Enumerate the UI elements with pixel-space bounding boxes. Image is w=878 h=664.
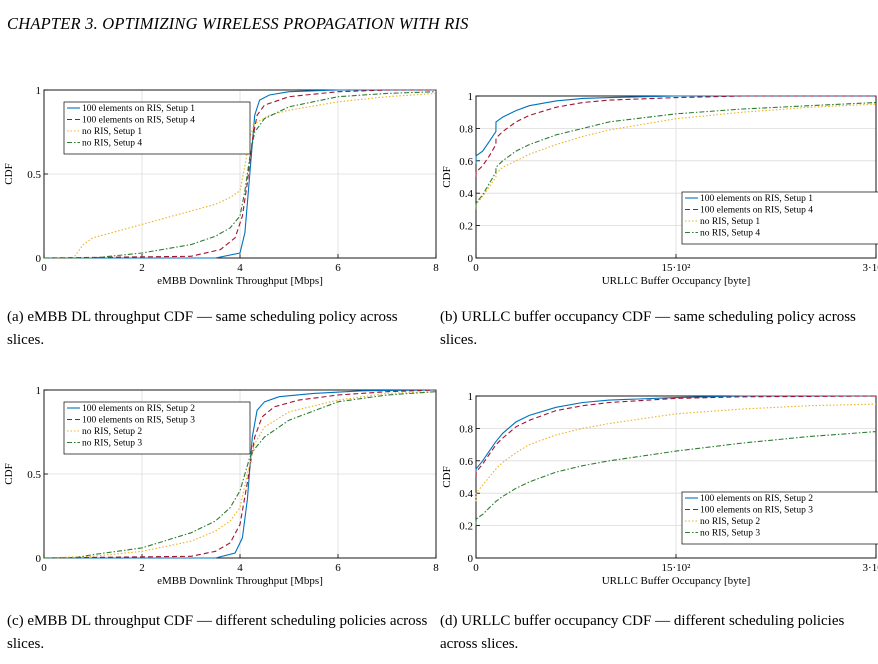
x-tick-label: 8 bbox=[433, 262, 439, 274]
legend-entry: 100 elements on RIS, Setup 1 bbox=[700, 194, 813, 204]
chart-a-svg: 0 2 4 6 8 0 0.5 1 eMBB Downlink Throughput [Mbps… bbox=[3, 85, 439, 287]
x-axis-label: eMBB Downlink Throughput [Mbps] bbox=[157, 275, 323, 287]
x-tick-label: 3·10³ bbox=[863, 262, 878, 274]
legend-entry: no RIS, Setup 3 bbox=[82, 439, 142, 449]
series-line-4 bbox=[44, 91, 437, 259]
y-tick-label: 0.6 bbox=[459, 456, 473, 468]
figure-panel-b: 0 15·10² 3·10³ 0 0.2 0.4 0.6 0.8 1 URLLC Buffer O… bbox=[438, 80, 878, 294]
y-axis-label: CDF bbox=[3, 463, 15, 484]
legend-entry: no RIS, Setup 2 bbox=[700, 517, 760, 527]
legend-entry: 100 elements on RIS, Setup 2 bbox=[82, 404, 195, 414]
figure-panel-d: 0 15·10² 3·10³ 0 0.2 0.4 0.6 0.8 1 URLLC Buffer O… bbox=[438, 380, 878, 594]
x-tick-label: 6 bbox=[335, 262, 341, 274]
legend-entry: 100 elements on RIS, Setup 4 bbox=[82, 116, 195, 126]
legend-entry: 100 elements on RIS, Setup 4 bbox=[700, 206, 813, 216]
series-line-3 bbox=[475, 403, 877, 502]
x-tick-label: 8 bbox=[433, 562, 439, 574]
caption-b: (b) URLLC buffer occupancy CDF — same sc… bbox=[440, 309, 856, 348]
y-axis-label: CDF bbox=[441, 166, 453, 187]
series-line-4 bbox=[475, 101, 877, 210]
legend-box bbox=[63, 101, 251, 155]
y-axis-label: CDF bbox=[441, 466, 453, 487]
y-tick-label: 0.5 bbox=[27, 469, 41, 481]
figure-panel-c: 0 2 4 6 8 0 0.5 1 eMBB Downlink Throughput [Mbps… bbox=[0, 380, 440, 594]
chart-b-svg: 0 15·10² 3·10³ 0 0.2 0.4 0.6 0.8 1 URLLC Buffer O… bbox=[441, 91, 878, 287]
y-tick-label: 0.4 bbox=[459, 488, 473, 500]
legend-entry: 100 elements on RIS, Setup 3 bbox=[82, 416, 195, 426]
x-axis-label: URLLC Buffer Occupancy [byte] bbox=[602, 275, 751, 287]
x-axis-label: URLLC Buffer Occupancy [byte] bbox=[602, 575, 751, 587]
series-line-2 bbox=[43, 89, 436, 259]
legend-entry: no RIS, Setup 2 bbox=[82, 427, 142, 437]
caption-c: (c) eMBB DL throughput CDF — different s… bbox=[7, 613, 428, 652]
series-line-2 bbox=[475, 95, 876, 178]
series-line-4 bbox=[475, 431, 877, 526]
y-axis-label: CDF bbox=[3, 163, 15, 184]
legend-entry: no RIS, Setup 4 bbox=[700, 229, 760, 239]
y-tick-label: 1 bbox=[36, 385, 42, 397]
series-line-1 bbox=[475, 95, 876, 165]
legend-entry: no RIS, Setup 4 bbox=[82, 139, 142, 149]
x-tick-label: 3·10³ bbox=[863, 562, 878, 574]
caption-a: (a) eMBB DL throughput CDF — same schedu… bbox=[7, 309, 398, 348]
x-tick-label: 15·10² bbox=[662, 562, 692, 574]
chart-c-svg: 0 2 4 6 8 0 0.5 1 eMBB Downlink Throughput [Mbps… bbox=[3, 385, 439, 587]
series-line-1 bbox=[44, 389, 437, 559]
legend-entry: 100 elements on RIS, Setup 2 bbox=[700, 494, 813, 504]
x-tick-label: 2 bbox=[139, 262, 145, 274]
chart-d-svg: 0 15·10² 3·10³ 0 0.2 0.4 0.6 0.8 1 URLLC Buffer O… bbox=[441, 391, 878, 587]
series-line-3 bbox=[43, 391, 437, 559]
x-tick-label: 2 bbox=[139, 562, 145, 574]
y-tick-label: 0.8 bbox=[459, 123, 473, 135]
y-tick-label: 0 bbox=[468, 253, 474, 265]
series-line-2 bbox=[475, 395, 877, 478]
x-axis-label: eMBB Downlink Throughput [Mbps] bbox=[157, 575, 323, 587]
y-tick-label: 1 bbox=[468, 391, 474, 403]
legend-entry: 100 elements on RIS, Setup 1 bbox=[82, 104, 195, 114]
x-tick-label: 15·10² bbox=[662, 262, 692, 274]
legend-entry: no RIS, Setup 1 bbox=[700, 217, 760, 227]
series-line-1 bbox=[475, 395, 876, 478]
x-tick-label: 0 bbox=[473, 562, 479, 574]
series-line-3 bbox=[44, 92, 437, 259]
y-tick-label: 0.2 bbox=[459, 221, 473, 233]
x-tick-label: 0 bbox=[473, 262, 479, 274]
series-line-1 bbox=[44, 89, 436, 259]
series-line-3 bbox=[475, 103, 877, 210]
caption-d: (d) URLLC buffer occupancy CDF — differe… bbox=[440, 613, 845, 652]
y-tick-label: 0 bbox=[468, 553, 474, 565]
figure-panel-a: 0 2 4 6 8 0 0.5 1 eMBB Downlink Throughput [Mbps… bbox=[0, 80, 440, 294]
legend-box bbox=[681, 191, 878, 245]
y-tick-label: 1 bbox=[468, 91, 474, 103]
y-tick-label: 0.5 bbox=[27, 169, 41, 181]
y-tick-label: 0.2 bbox=[459, 521, 473, 533]
y-tick-label: 0 bbox=[36, 553, 42, 565]
legend-entry: no RIS, Setup 1 bbox=[82, 127, 142, 137]
series-line-4 bbox=[44, 391, 437, 559]
x-tick-label: 6 bbox=[335, 562, 341, 574]
chapter-header: CHAPTER 3. OPTIMIZING WIRELESS PROPAGATI… bbox=[7, 14, 469, 33]
y-tick-label: 0 bbox=[36, 253, 42, 265]
legend-entry: 100 elements on RIS, Setup 3 bbox=[700, 506, 813, 516]
x-tick-label: 0 bbox=[41, 262, 47, 274]
legend-box bbox=[63, 401, 251, 455]
y-tick-label: 0.6 bbox=[459, 156, 473, 168]
x-tick-label: 4 bbox=[237, 562, 243, 574]
y-tick-label: 0.8 bbox=[459, 423, 473, 435]
legend-box bbox=[681, 491, 878, 545]
x-tick-label: 4 bbox=[237, 262, 243, 274]
legend-entry: no RIS, Setup 3 bbox=[700, 529, 760, 539]
x-tick-label: 0 bbox=[41, 562, 47, 574]
y-tick-label: 0.4 bbox=[459, 188, 473, 200]
series-line-2 bbox=[43, 389, 437, 559]
y-tick-label: 1 bbox=[36, 85, 42, 97]
